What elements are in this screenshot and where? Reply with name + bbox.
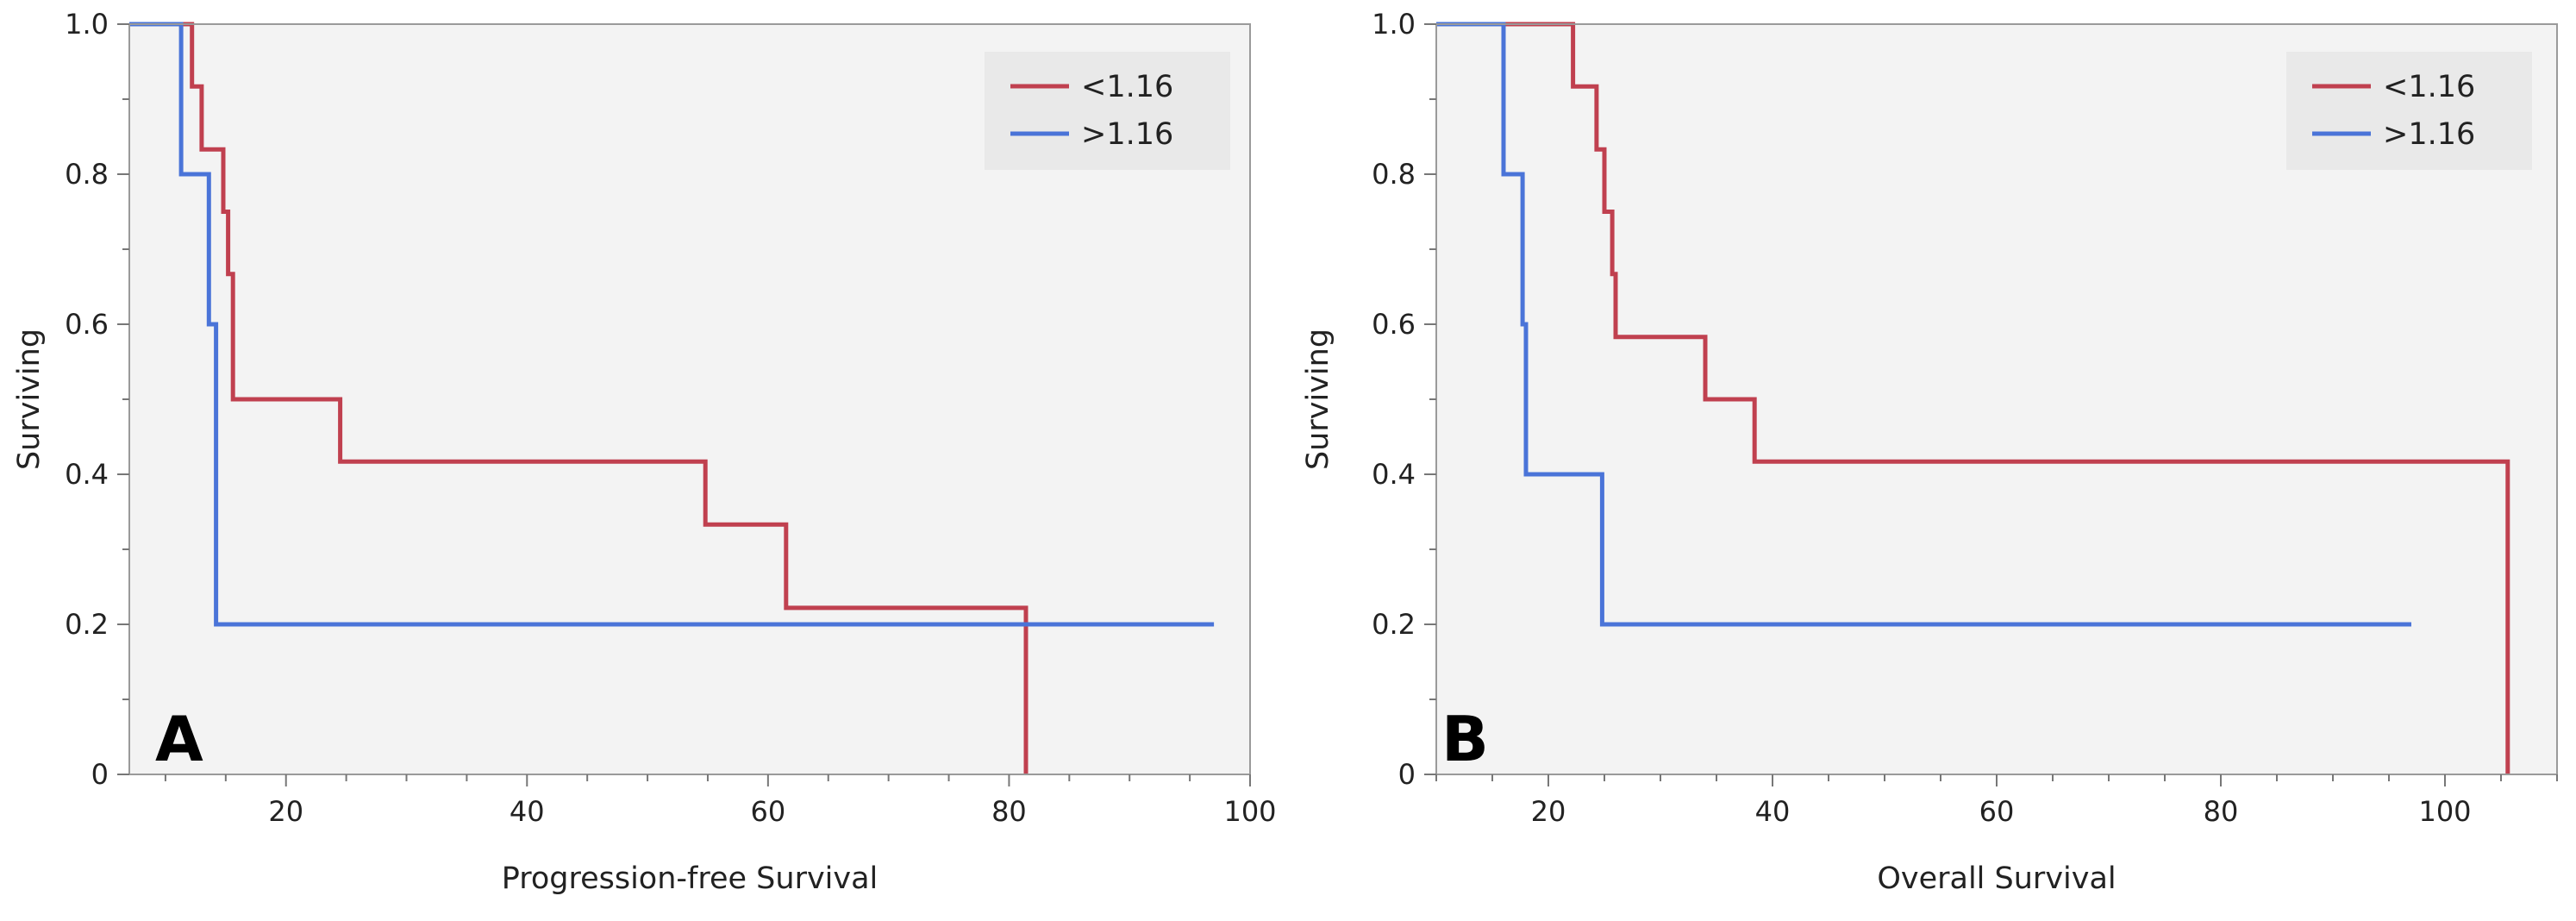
legend-label-high: >1.16 [1081,117,1173,152]
panel-a-chart: 0 0.2 0.4 0.6 0.8 1.0 20 40 60 80 100 <1.16 >1.16… [12,8,1277,896]
x-axis-title: Progression-free Survival [502,861,878,896]
x-axis-title: Overall Survival [1877,861,2116,896]
x-tick-label: 20 [268,795,303,828]
legend: <1.16 >1.16 [985,52,1230,170]
legend-box [985,52,1230,170]
y-tick-label: 0.4 [65,458,109,491]
legend: <1.16 >1.16 [2286,52,2532,170]
y-tick-label: 0.8 [1372,158,1416,191]
y-axis-title: Surviving [12,329,47,470]
y-tick-label: 0.8 [65,158,109,191]
y-tick-label: 0.4 [1372,458,1416,491]
y-tick-label: 0 [91,758,109,791]
series-line-high [1436,22,2411,627]
series-line-high [129,22,1215,627]
y-tick-label: 0.6 [65,308,109,341]
y-axis-title: Surviving [1301,329,1335,470]
legend-label-low: <1.16 [1081,70,1173,104]
x-tick-label: 100 [2418,795,2471,828]
panel-letter: A [155,703,203,775]
series-line-low [129,22,1029,774]
legend-label-low: <1.16 [2383,70,2475,104]
x-tick-label: 100 [1223,795,1276,828]
y-tick-label: 0 [1398,758,1416,791]
y-tick-label: 0.6 [1372,308,1416,341]
x-tick-label: 80 [2204,795,2239,828]
x-tick-label: 60 [751,795,786,828]
legend-box [2286,52,2532,170]
x-tick-label: 20 [1531,795,1566,828]
x-tick-label: 40 [510,795,545,828]
panel-letter: B [1441,703,1489,775]
y-tick-label: 1.0 [1372,8,1416,41]
legend-label-high: >1.16 [2383,117,2475,152]
y-tick-label: 1.0 [65,8,109,41]
y-tick-label: 0.2 [65,608,109,641]
x-tick-label: 80 [991,795,1027,828]
series-line-low [1436,22,2510,774]
x-tick-label: 40 [1755,795,1791,828]
x-tick-label: 60 [1979,795,2015,828]
y-tick-label: 0.2 [1372,608,1416,641]
panel-b-chart: 0 0.2 0.4 0.6 0.8 1.0 20 40 60 80 100 <1.16 >1.16… [1301,8,2558,896]
